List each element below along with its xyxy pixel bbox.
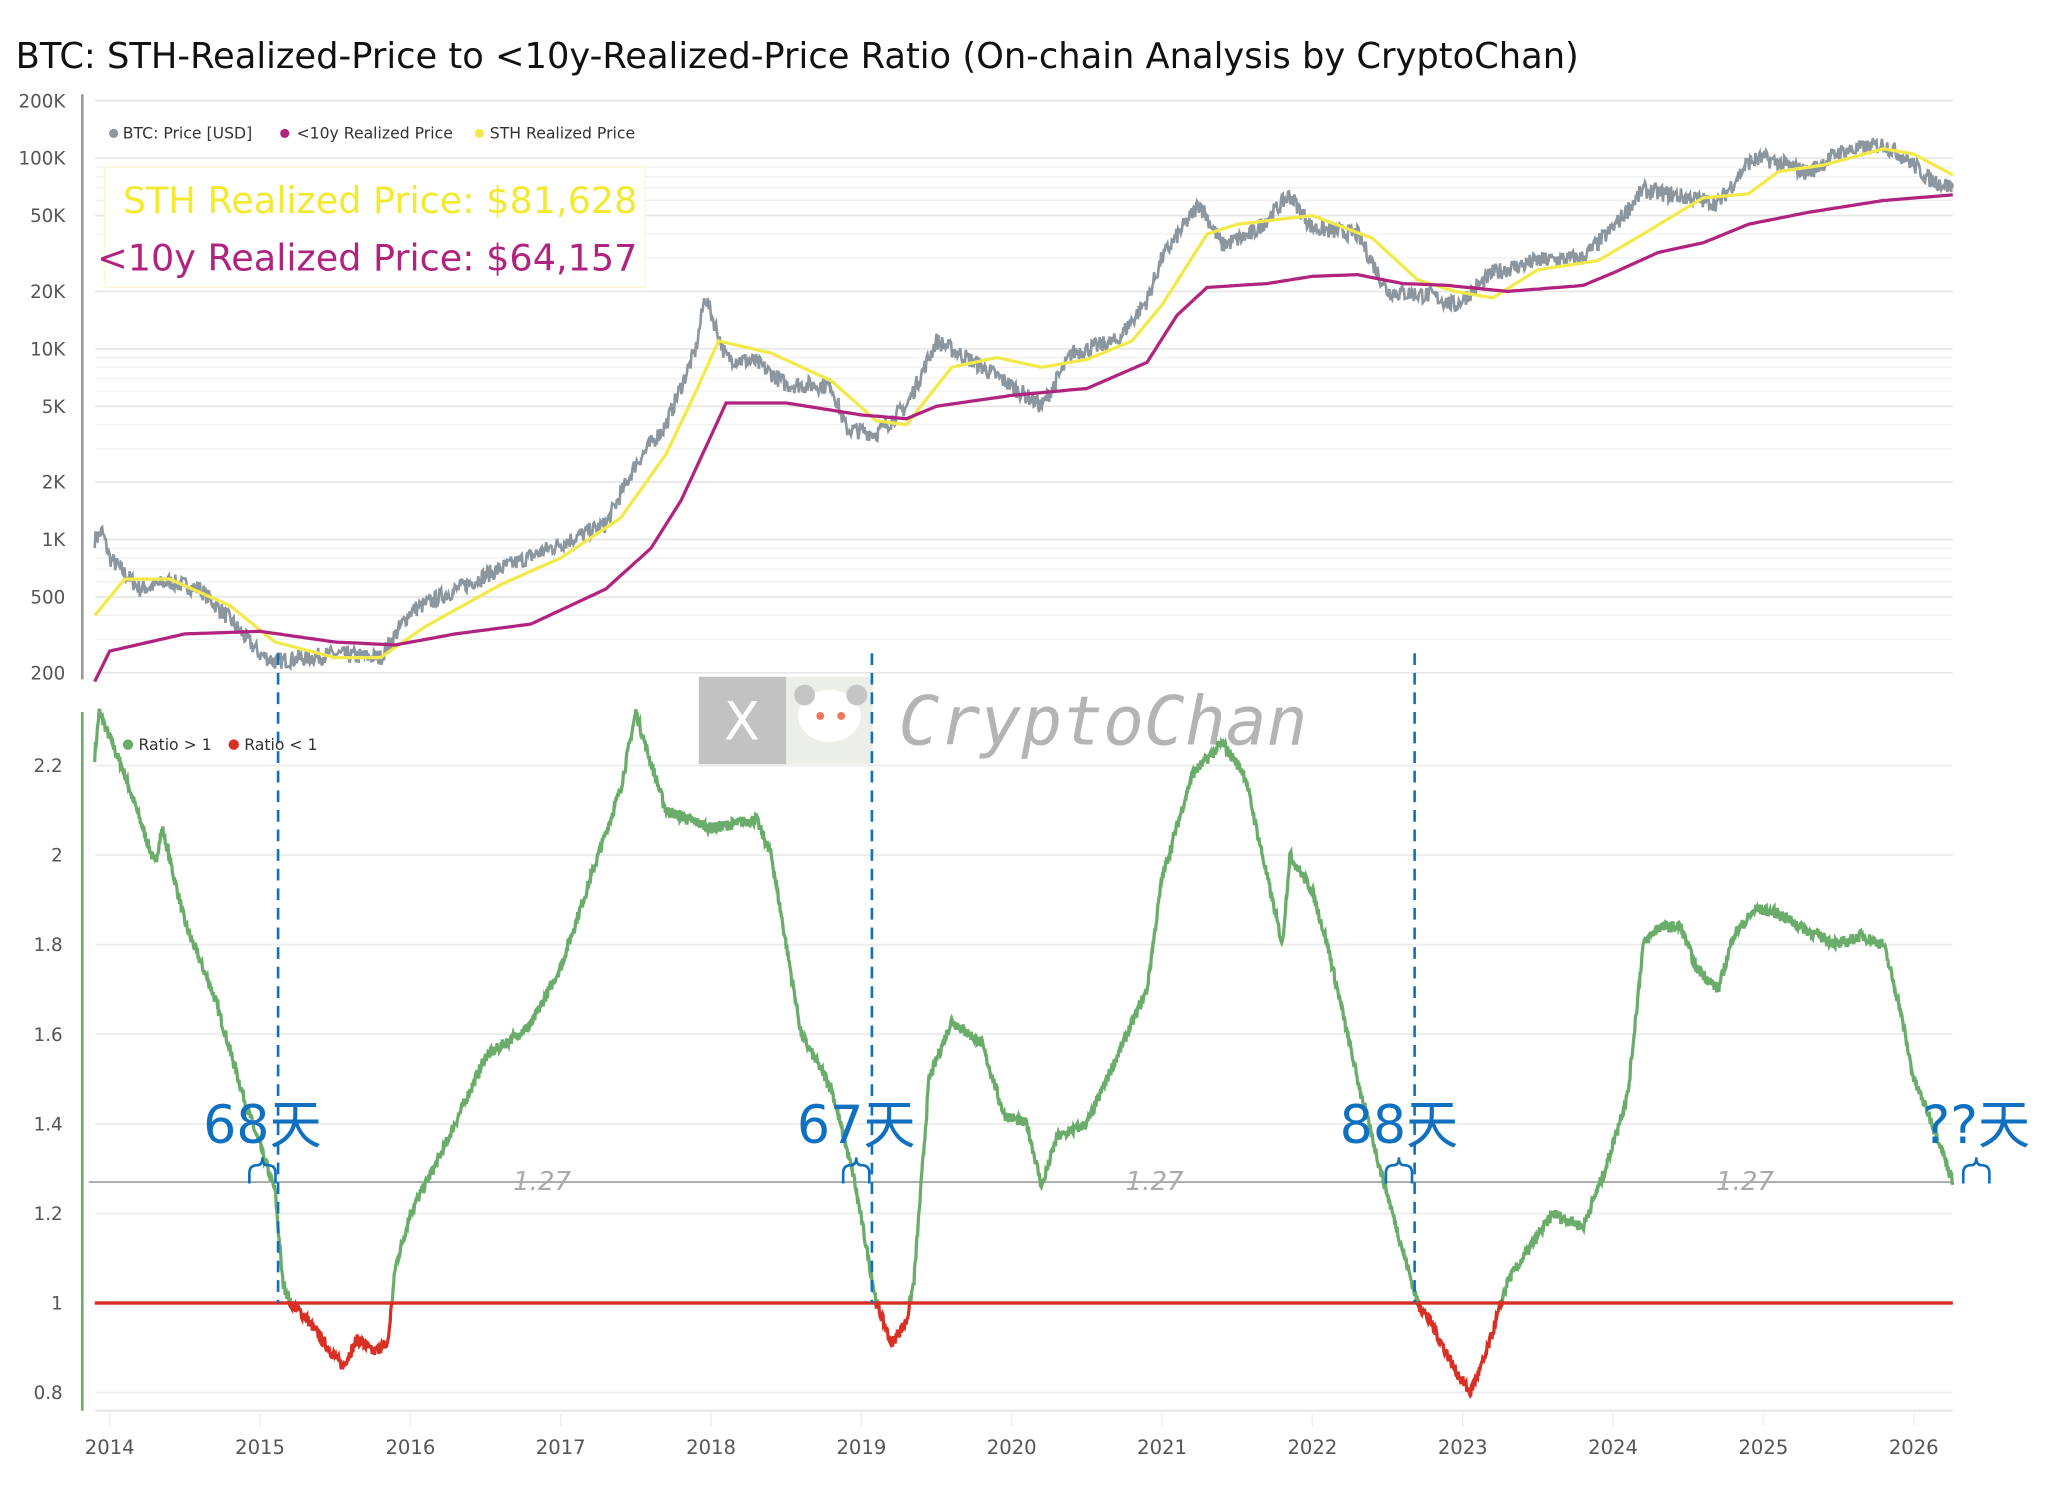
legend-lt10y: <10y Realized Price [296,124,452,143]
x-logo-icon: X [724,692,760,752]
y-tick-labels: 200K 100K 50K 20K 10K 5K 2K 1K 500 200 2.2 2 1.8 1.6 1… [18,91,66,1404]
legend-dot-below [228,739,240,750]
x-logo-box [698,676,787,765]
y-tick-label: 200K [18,91,66,112]
y-tick-label: 200 [30,663,65,684]
ratio-legend: Ratio > 1 Ratio < 1 [122,735,317,754]
y-tick-label: 500 [30,587,65,608]
lt10y-annotation: <10y Realized Price: $64,157 [97,237,637,280]
legend-price: BTC: Price [USD] [123,124,252,143]
ratio-above-1-line [93,708,1955,1309]
ratio-below-1-line [94,1298,1953,1400]
btc-price-line [93,137,1955,672]
legend-dot-lt10y [280,128,290,138]
marker-label: 68天 [203,1096,322,1156]
x-tick-label: 2026 [1889,1436,1939,1459]
y-tick-label: 1.4 [34,1114,63,1135]
x-tick-label: 2016 [385,1436,435,1459]
x-tick-label: 2025 [1738,1436,1788,1459]
chart-title: BTC: STH-Realized-Price to <10y-Realized… [16,36,1579,77]
y-tick-label: 20K [30,282,66,303]
x-tick-label: 2015 [235,1436,285,1459]
legend-dot-sth [474,128,484,138]
y-tick-label: 50K [30,206,66,227]
gridlines [95,99,1953,1427]
markers: 68天 67天 88天 ??天 [203,653,2030,1303]
panda-ear [846,684,868,706]
x-tick-label: 2014 [85,1436,135,1459]
series [93,137,1955,1400]
y-tick-label: 1.8 [34,935,63,956]
marker-brace [1384,1157,1414,1184]
lt10y-realized-price-line [93,193,1953,683]
sth-annotation: STH Realized Price: $81,628 [123,179,637,222]
legend-dot-above [122,739,134,750]
legend-above: Ratio > 1 [138,735,211,754]
x-tick-label: 2020 [987,1436,1037,1459]
y-tick-label: 1K [42,530,67,551]
y-tick-label: 1.2 [34,1204,63,1225]
marker-label: ??天 [1922,1096,2030,1156]
reference-label: 1.27 [1126,1167,1185,1197]
marker-brace [1961,1157,1991,1184]
reference-label: 1.27 [1716,1167,1775,1197]
watermark: X CryptoChan [698,676,1308,765]
x-tick-labels: 2014 2015 2016 2017 2018 2019 2020 2021 2022 2023… [85,1436,1939,1459]
panda-eye [837,712,846,720]
x-tick-label: 2018 [686,1436,736,1459]
y-tick-label: 2K [42,473,67,494]
marker-label: 88天 [1340,1096,1459,1156]
panda-ear [794,684,816,706]
y-tick-label: 1.6 [34,1025,63,1046]
x-tick-label: 2022 [1287,1436,1337,1459]
watermark-text: CryptoChan [899,683,1308,762]
y-tick-label: 0.8 [34,1383,63,1404]
x-tick-label: 2023 [1438,1436,1488,1459]
panda-eye [816,712,825,720]
x-tick-label: 2019 [836,1436,886,1459]
y-tick-label: 5K [42,397,67,418]
x-tick-label: 2024 [1588,1436,1638,1459]
y-tick-label: 100K [18,149,66,170]
sth-realized-price-line [93,147,1954,660]
y-tick-label: 2.2 [34,756,63,777]
reference-label: 1.27 [513,1167,572,1197]
marker-brace [841,1157,871,1184]
y-tick-label: 10K [30,339,66,360]
x-tick-label: 2021 [1137,1436,1187,1459]
price-legend: BTC: Price [USD] <10y Realized Price STH… [109,124,635,143]
x-tick-label: 2017 [536,1436,586,1459]
panda-face [798,689,861,743]
annotation-box [103,166,646,289]
y-tick-label: 1 [51,1294,63,1315]
y-tick-label: 2 [51,846,63,867]
legend-sth: STH Realized Price [490,124,635,143]
legend-below: Ratio < 1 [244,735,317,754]
marker-label: 67天 [797,1096,916,1156]
reference-lines: 1.27 1.27 1.27 [88,1167,1953,1197]
legend-dot-price [109,128,119,138]
